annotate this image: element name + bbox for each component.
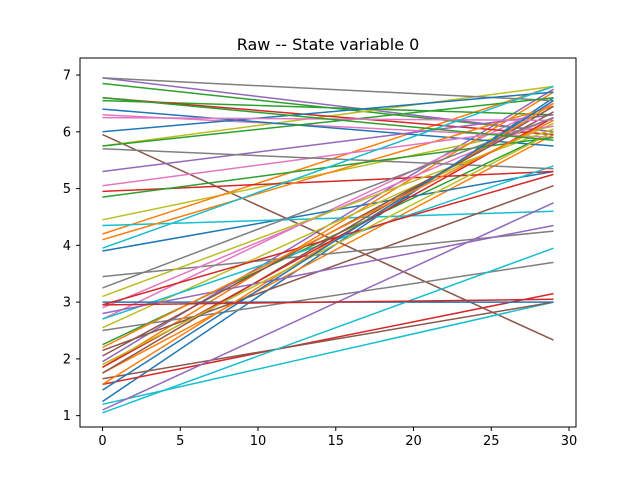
series-line-36 <box>102 125 554 187</box>
series-line-38 <box>102 128 554 298</box>
x-tick-label: 15 <box>328 434 345 449</box>
y-tick-label: 3 <box>63 296 71 311</box>
series-line-52 <box>102 96 554 142</box>
x-tick-label: 25 <box>483 434 500 449</box>
series-line-15 <box>102 301 554 380</box>
series-line-10 <box>102 170 554 252</box>
series-line-17 <box>102 261 554 332</box>
series-line-20 <box>102 108 554 147</box>
series-line-9 <box>102 301 554 406</box>
x-tick-label: 0 <box>98 434 106 449</box>
series-line-21 <box>102 91 554 369</box>
x-tick-label: 5 <box>176 434 184 449</box>
series-line-40 <box>102 91 554 133</box>
y-tick-label: 4 <box>63 239 71 254</box>
series-line-49 <box>102 85 554 249</box>
x-tick-label: 30 <box>561 434 578 449</box>
series-line-5 <box>102 133 554 341</box>
series-line-51 <box>102 119 554 349</box>
y-tick-label: 1 <box>63 409 71 424</box>
series-line-3 <box>102 292 554 386</box>
x-axis: 0 5 10 15 20 25 30 <box>98 427 577 449</box>
series-line-24 <box>102 202 554 411</box>
series-line-14 <box>102 77 554 133</box>
series-line-48 <box>102 131 554 366</box>
y-tick-label: 5 <box>63 182 71 197</box>
series-line-25 <box>102 184 554 352</box>
series-line-13 <box>102 170 554 193</box>
series-line-22 <box>102 99 554 116</box>
x-tick-label: 10 <box>250 434 267 449</box>
series-line-32 <box>102 96 554 147</box>
series-line-44 <box>102 224 554 315</box>
plot-frame <box>79 57 577 428</box>
y-axis: 1 2 3 4 5 6 7 <box>63 69 80 424</box>
y-tick-label: 7 <box>63 69 71 84</box>
series-line-39 <box>102 247 554 414</box>
series-line-23 <box>102 96 554 136</box>
series-line-41 <box>102 102 554 386</box>
series-line-37 <box>102 148 554 170</box>
series-line-27 <box>102 77 554 102</box>
y-tick-label: 6 <box>63 125 71 140</box>
series-line-11 <box>102 85 554 235</box>
chart-title: Raw -- State variable 0 <box>237 35 420 54</box>
x-tick-label: 20 <box>405 434 422 449</box>
series-line-53 <box>102 298 554 306</box>
y-tick-label: 2 <box>63 352 71 367</box>
series-layer <box>102 77 554 414</box>
series-line-34 <box>102 114 554 173</box>
series-line-31 <box>102 105 554 241</box>
series-line-50 <box>102 99 554 391</box>
series-line-47 <box>102 116 554 289</box>
